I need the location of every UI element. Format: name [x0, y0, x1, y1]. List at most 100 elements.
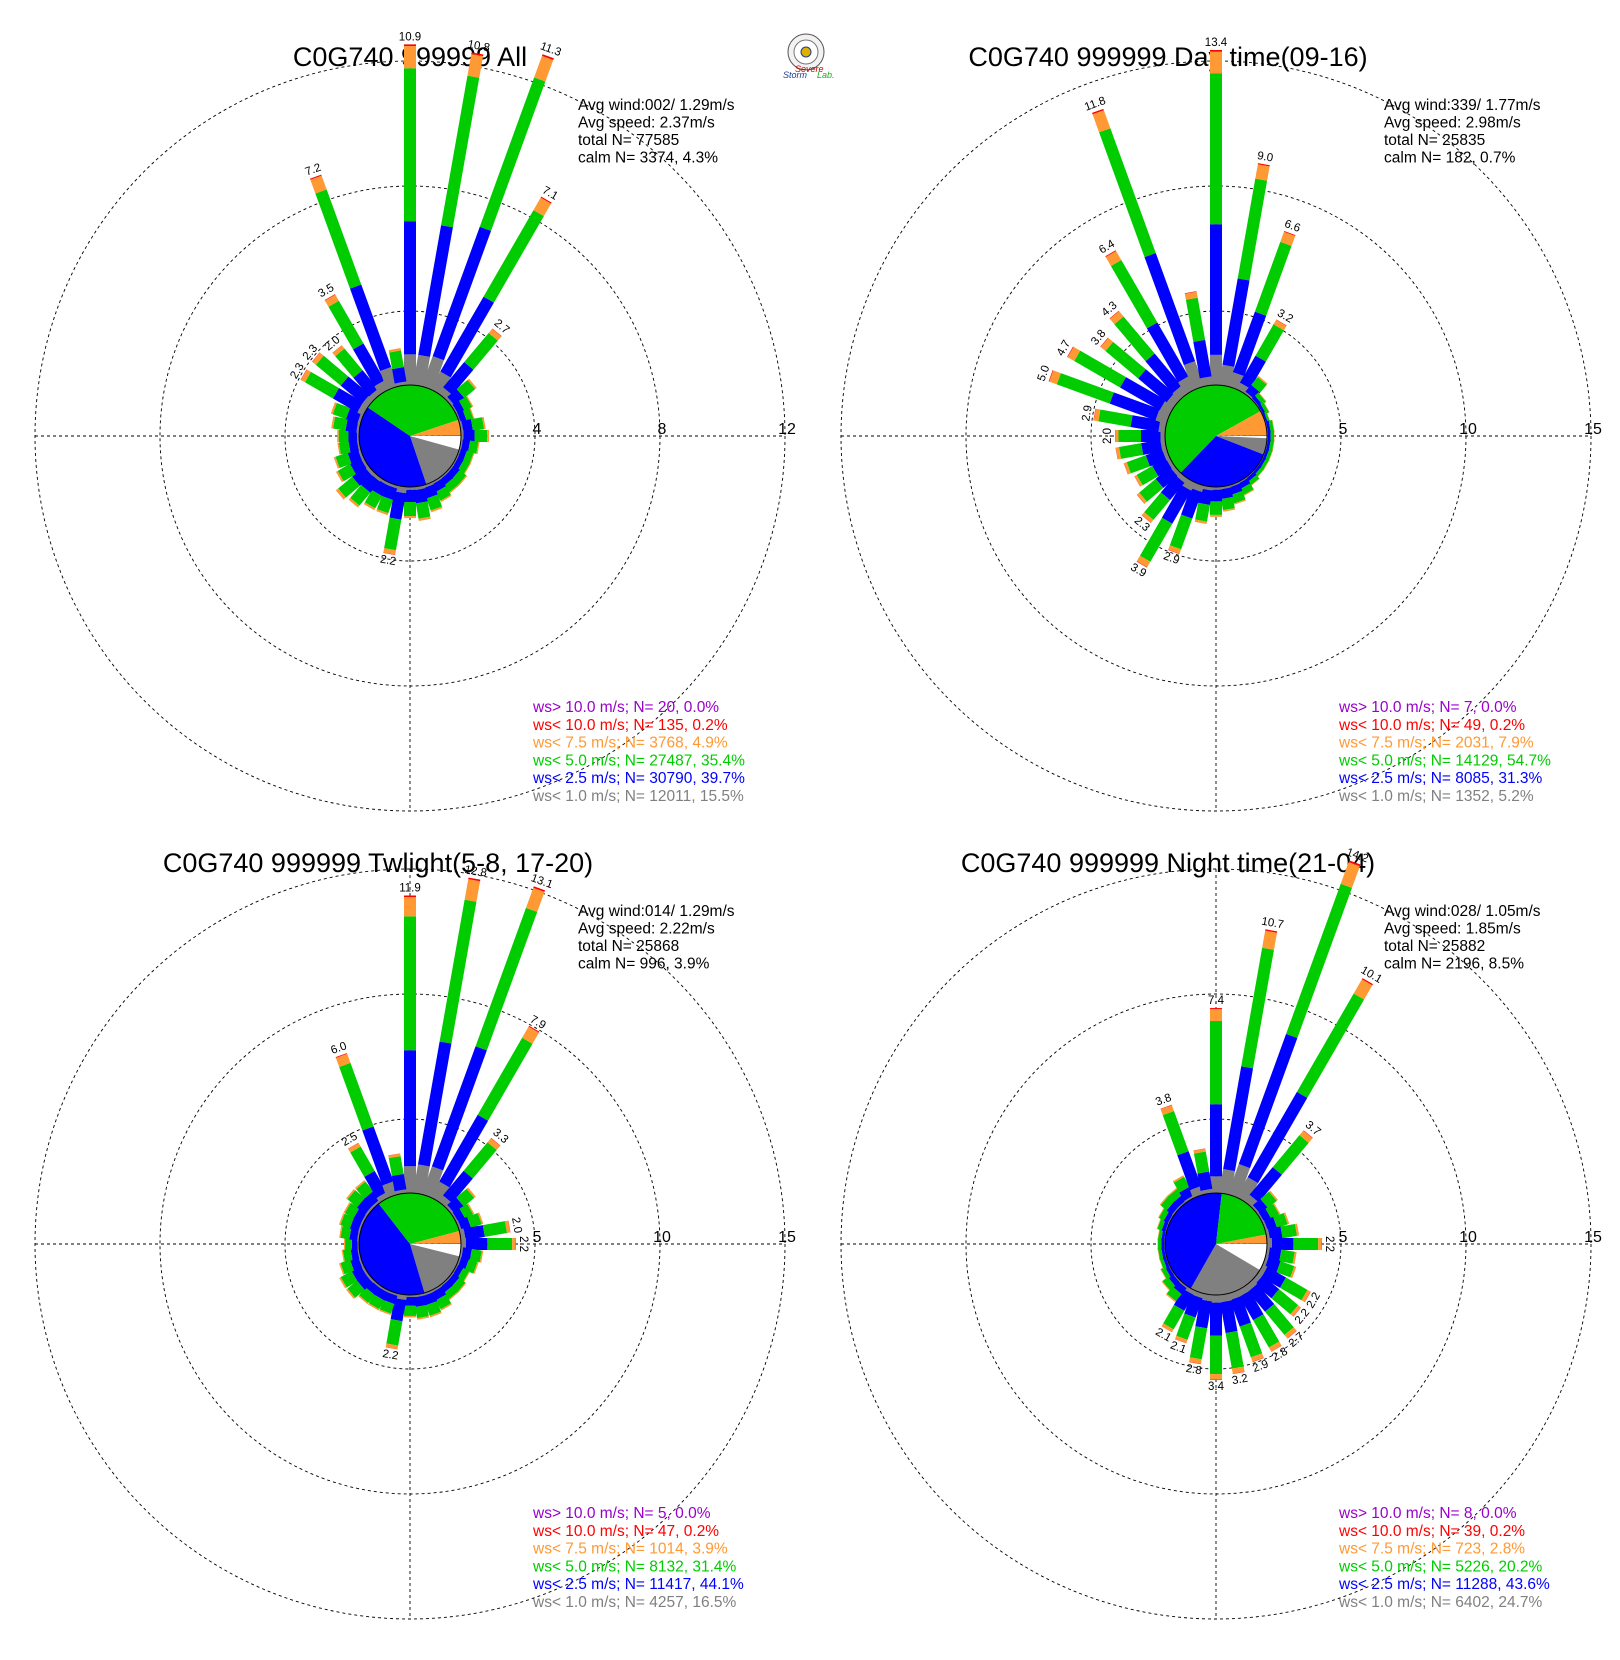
bar-segment-lt2_5 [431, 1046, 487, 1171]
bar-segment-lt7_5 [1093, 408, 1101, 422]
bar-segment-lt2_5 [1249, 1167, 1282, 1203]
bar-segment-lt5 [364, 490, 383, 509]
bar-segment-lt5 [1237, 178, 1268, 281]
legend-entry: ws< 2.5 m/s; N= 30790, 39.7% [532, 770, 745, 787]
bar-segment-lt2_5 [1262, 448, 1270, 461]
pie-slice-lt2_5 [1180, 436, 1264, 488]
bar-segment-lt5 [443, 478, 459, 493]
logo-severe-text: Severe [795, 64, 824, 74]
bar-value-label: 2.8 [1185, 1363, 1203, 1378]
bar-segment-lt7_5 [1189, 1357, 1202, 1364]
bar-segment-lt2_5 [352, 466, 372, 486]
direction-bar-200 [379, 1289, 399, 1316]
direction-bar-290 [1156, 1217, 1171, 1233]
legend-entry: ws> 10.0 m/s; N= 20, 0.0% [532, 699, 719, 716]
bar-segment-lt7_5 [355, 1180, 366, 1190]
bar-segment-lt2_5 [452, 457, 464, 471]
bar-segment-lt1 [1172, 385, 1188, 401]
bar-value-label: 13.4 [1205, 37, 1228, 49]
bar-segment-lt5 [315, 189, 362, 289]
bar-segment-lt5 [1251, 377, 1267, 393]
bar-segment-lt7_5 [1193, 1148, 1206, 1154]
bar-segment-lt5 [1268, 439, 1275, 452]
panel-title: C0G740 999999 Day time(09-16) [968, 42, 1367, 72]
direction-bar-230 [335, 464, 375, 500]
direction-bar-310 [346, 1189, 375, 1216]
bar-segment-lt7_5 [348, 1142, 361, 1153]
bar-value-label: 10.7 [1260, 916, 1284, 932]
bar-segment-lt2_5 [1236, 478, 1251, 490]
bar-value-label: 6.6 [1283, 218, 1302, 235]
bar-segment-lt5 [475, 907, 538, 1051]
bar-segment-lt5 [1193, 1151, 1210, 1174]
direction-bar-210: 2.1 [1153, 1285, 1196, 1345]
bar-segment-lt2_5 [347, 448, 362, 464]
bar-segment-lt7_5 [1299, 1130, 1313, 1143]
bar-segment-lt2_5 [353, 343, 385, 387]
bar-segment-lt7_5 [463, 463, 471, 475]
direction-bar-170 [1218, 485, 1236, 512]
bar-segment-lt1 [1257, 1264, 1268, 1278]
ring-tick-label: 4 [533, 421, 542, 438]
bar-segment-lt2_5 [1222, 278, 1250, 367]
direction-bar-290 [330, 402, 365, 425]
bar-segment-lt5 [328, 300, 364, 350]
bar-segment-lt2_5 [356, 1273, 373, 1290]
bar-segment-lt2_5 [1220, 1300, 1238, 1334]
bar-segment-lt5 [1074, 350, 1126, 388]
bar-segment-lt2_5 [422, 1291, 438, 1306]
bar-segment-lt5 [1268, 420, 1275, 433]
bar-segment-lt1 [1155, 409, 1171, 425]
bar-segment-lt5 [1221, 497, 1235, 511]
direction-bar-100 [1265, 438, 1275, 453]
bar-segment-lt2_5 [345, 418, 359, 433]
bar-segment-lt5 [347, 1190, 365, 1208]
legend-entry: ws< 7.5 m/s; N= 1014, 3.9% [532, 1541, 728, 1558]
speed-legend: ws> 10.0 m/s; N= 7, 0.0%ws< 10.0 m/s; N=… [1338, 699, 1551, 805]
bar-segment-lt2_5 [353, 370, 379, 397]
bar-segment-lt5 [464, 1259, 478, 1274]
bar-segment-lt2_5 [446, 1273, 460, 1287]
direction-bar-80 [1265, 1223, 1300, 1242]
bar-segment-lt5 [315, 355, 349, 386]
bar-segment-lt7_5 [335, 1053, 351, 1068]
bar-segment-lt5 [1157, 1228, 1164, 1241]
bar-value-label: 6.0 [329, 1040, 348, 1057]
legend-entry: ws< 7.5 m/s; N= 3768, 4.9% [532, 735, 728, 752]
legend-entry: ws< 1.0 m/s; N= 12011, 15.5% [532, 788, 744, 805]
bar-segment-lt5 [1279, 1249, 1295, 1264]
direction-bar-50 [445, 1187, 476, 1216]
bar-segment-lt1 [430, 1181, 450, 1203]
direction-bar-350 [388, 347, 408, 387]
bar-segment-lt5 [379, 1300, 395, 1314]
bar-value-label: 7.4 [1208, 995, 1225, 1007]
direction-bar-320: 4.3 [1100, 300, 1188, 401]
bar-segment-lt2_5 [463, 1225, 485, 1241]
windrose-panel-twilight: C0G740 999999 Twlight(5-8, 17-20) 5 10 15 11… [34, 848, 796, 1620]
bar-segment-lt2_5 [439, 1114, 489, 1188]
bar-segment-lt2_5 [413, 1295, 427, 1308]
bar-segment-lt7_5 [324, 294, 339, 307]
bar-segment-lt1 [1218, 1169, 1235, 1195]
direction-bar-20: 14.2 [1227, 846, 1370, 1199]
bar-segment-lt7_5 [1168, 545, 1182, 554]
bar-segment-lt2_5 [351, 1265, 367, 1282]
bar-segment-lt7_5 [1340, 862, 1360, 888]
bar-segment-lt7_5 [449, 484, 460, 494]
bar-segment-lt5 [1225, 1330, 1244, 1369]
direction-bar-100 [1265, 1246, 1297, 1264]
ring-tick-label: 10 [653, 1229, 671, 1246]
frequency-pie [1164, 1192, 1268, 1296]
direction-bar-110 [1261, 447, 1273, 462]
direction-bar-280 [1157, 1227, 1167, 1242]
pie-slice-calm [410, 436, 461, 450]
logo-emblem-icon [800, 46, 812, 58]
bar-segment-lt5 [340, 1226, 352, 1240]
bar-segment-lt5 [1166, 1286, 1182, 1302]
pie-slice-lt7_5 [1216, 1234, 1267, 1244]
bar-segment-lt1 [1158, 420, 1167, 434]
pie-slice-lt7_5 [410, 419, 461, 436]
bar-segment-lt7_5 [1141, 512, 1154, 523]
bar-segment-lt2_5 [1265, 439, 1271, 452]
ring-tick-label: 15 [1584, 421, 1602, 438]
